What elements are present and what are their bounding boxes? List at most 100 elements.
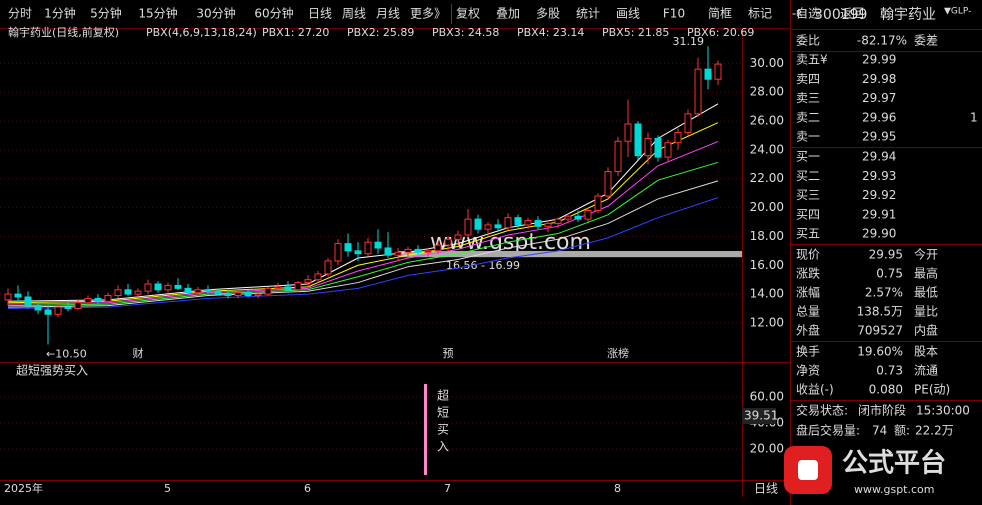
y-tick-label: 30.00 bbox=[750, 56, 784, 70]
candle-body bbox=[704, 68, 712, 80]
candle-body bbox=[414, 248, 422, 253]
candle-body bbox=[504, 217, 512, 229]
row-value: 29.95 bbox=[869, 248, 903, 262]
current-value: 39.51 bbox=[744, 409, 778, 423]
row-value: 29.96 bbox=[862, 110, 896, 124]
candle-body bbox=[54, 306, 62, 315]
candle-body bbox=[554, 218, 562, 224]
candle-body bbox=[654, 137, 662, 158]
toolbar-button[interactable]: 返回 bbox=[840, 7, 864, 21]
toolbar-button[interactable]: 多股 bbox=[536, 7, 560, 21]
candle-body bbox=[74, 302, 82, 310]
toolbar-button[interactable]: 叠加 bbox=[496, 7, 520, 21]
y-tick-label: 26.00 bbox=[750, 114, 784, 128]
legend-entry: PBX1: 27.20 bbox=[262, 26, 329, 39]
row-label: 卖四 bbox=[796, 72, 820, 86]
candle-body bbox=[14, 293, 22, 298]
row-value: 2.57% bbox=[865, 286, 903, 300]
candle-body bbox=[44, 309, 52, 315]
toolbar-button[interactable]: -自选 bbox=[792, 7, 820, 21]
toolbar-button[interactable]: 60分钟 bbox=[254, 6, 293, 21]
side-digit: 1 bbox=[970, 111, 978, 125]
row-label: 最高 bbox=[914, 266, 938, 281]
current-box bbox=[742, 408, 776, 424]
row-label: 最低 bbox=[914, 286, 938, 300]
toolbar-button[interactable]: 30分钟 bbox=[196, 6, 235, 21]
candle-body bbox=[244, 292, 252, 297]
ma-line bbox=[7, 180, 719, 308]
candle-body bbox=[124, 289, 132, 295]
row-value: 0.73 bbox=[876, 364, 903, 378]
row-label: 买三 bbox=[796, 188, 820, 202]
high-label: 31.19 bbox=[673, 35, 705, 48]
toolbar-button[interactable]: 15分钟 bbox=[138, 6, 177, 21]
candle-body bbox=[324, 260, 332, 275]
candle-body bbox=[334, 243, 342, 262]
candle-body bbox=[474, 218, 482, 230]
legend-entry: PBX2: 25.89 bbox=[347, 26, 414, 39]
row-value: 29.90 bbox=[862, 227, 896, 241]
toolbar-button[interactable]: F10 bbox=[663, 7, 685, 21]
row-label: 股本 bbox=[914, 345, 938, 359]
signal-text: 入 bbox=[437, 440, 449, 454]
row-label: PE(动) bbox=[914, 383, 950, 397]
legend-entry: PBX6: 20.69 bbox=[687, 26, 754, 39]
flag: R bbox=[796, 10, 802, 20]
toolbar-button[interactable]: 统计 bbox=[576, 7, 600, 21]
indicator-title: 超短强势买入 bbox=[16, 363, 88, 378]
y-tick-label: 16.00 bbox=[750, 258, 784, 272]
row-value: 29.92 bbox=[862, 188, 896, 202]
low-label: ←10.50 bbox=[46, 348, 87, 361]
candle-body bbox=[154, 283, 162, 291]
candle-body bbox=[404, 248, 412, 253]
event-marker: 涨榜 bbox=[607, 346, 629, 360]
signal-text: 短 bbox=[437, 406, 449, 420]
y-tick-label: 24.00 bbox=[750, 142, 784, 156]
toolbar-button[interactable]: 分时 bbox=[8, 7, 32, 21]
toolbar-button[interactable]: 月线 bbox=[376, 7, 400, 21]
toolbar-button[interactable]: 更多》 bbox=[410, 7, 446, 21]
candle-body bbox=[574, 215, 582, 220]
signal-text: 买 bbox=[437, 423, 449, 437]
y-tick-label: 20.00 bbox=[750, 442, 784, 456]
row-label: 卖五¥ bbox=[796, 53, 828, 67]
toolbar-button[interactable]: 日线 bbox=[308, 7, 332, 21]
date-label: 7 bbox=[444, 482, 451, 495]
row-label: 流通 bbox=[914, 364, 938, 378]
y-tick-label: 22.00 bbox=[750, 171, 784, 185]
toolbar-button[interactable]: 周线 bbox=[342, 7, 366, 21]
row-label: 收益(-) bbox=[796, 383, 834, 397]
candle-body bbox=[674, 132, 682, 144]
candle-body bbox=[684, 113, 692, 134]
row-label: 换手 bbox=[796, 345, 820, 359]
candle-body bbox=[534, 220, 542, 227]
stock-code: 300199 bbox=[814, 7, 867, 23]
row-label: 外盘 bbox=[796, 323, 820, 338]
toolbar-button[interactable]: 画线 bbox=[616, 7, 640, 21]
y-tick-label: 20.00 bbox=[750, 200, 784, 214]
candle-body bbox=[644, 137, 652, 157]
date-label: 6 bbox=[304, 482, 311, 495]
candle-body bbox=[4, 293, 12, 301]
stock-name: 翰宇药业 bbox=[880, 7, 936, 23]
date-label: 8 bbox=[614, 482, 621, 495]
candle-body bbox=[134, 290, 142, 295]
after-label: 盘后交易量: bbox=[796, 423, 860, 438]
row-value: 29.94 bbox=[862, 150, 896, 164]
toolbar-button[interactable]: 简框 bbox=[708, 7, 732, 21]
candle-body bbox=[374, 241, 382, 249]
row-label: 卖三 bbox=[796, 91, 820, 105]
toolbar-button[interactable]: 复权 bbox=[456, 7, 480, 21]
stock-tag: ▼GLP- bbox=[944, 7, 971, 17]
toolbar-button[interactable]: 1分钟 bbox=[44, 6, 76, 21]
candle-body bbox=[294, 282, 302, 291]
toolbar-button[interactable]: 5分钟 bbox=[90, 6, 122, 21]
candle-body bbox=[484, 224, 492, 230]
toolbar-divider bbox=[451, 4, 452, 24]
event-marker: 财 bbox=[133, 346, 144, 360]
candle-body bbox=[584, 209, 592, 220]
y-tick-label: 28.00 bbox=[750, 85, 784, 99]
toolbar-button[interactable]: 标记 bbox=[748, 7, 772, 21]
row-value: 29.95 bbox=[862, 130, 896, 144]
y-tick-label: 18.00 bbox=[750, 229, 784, 243]
